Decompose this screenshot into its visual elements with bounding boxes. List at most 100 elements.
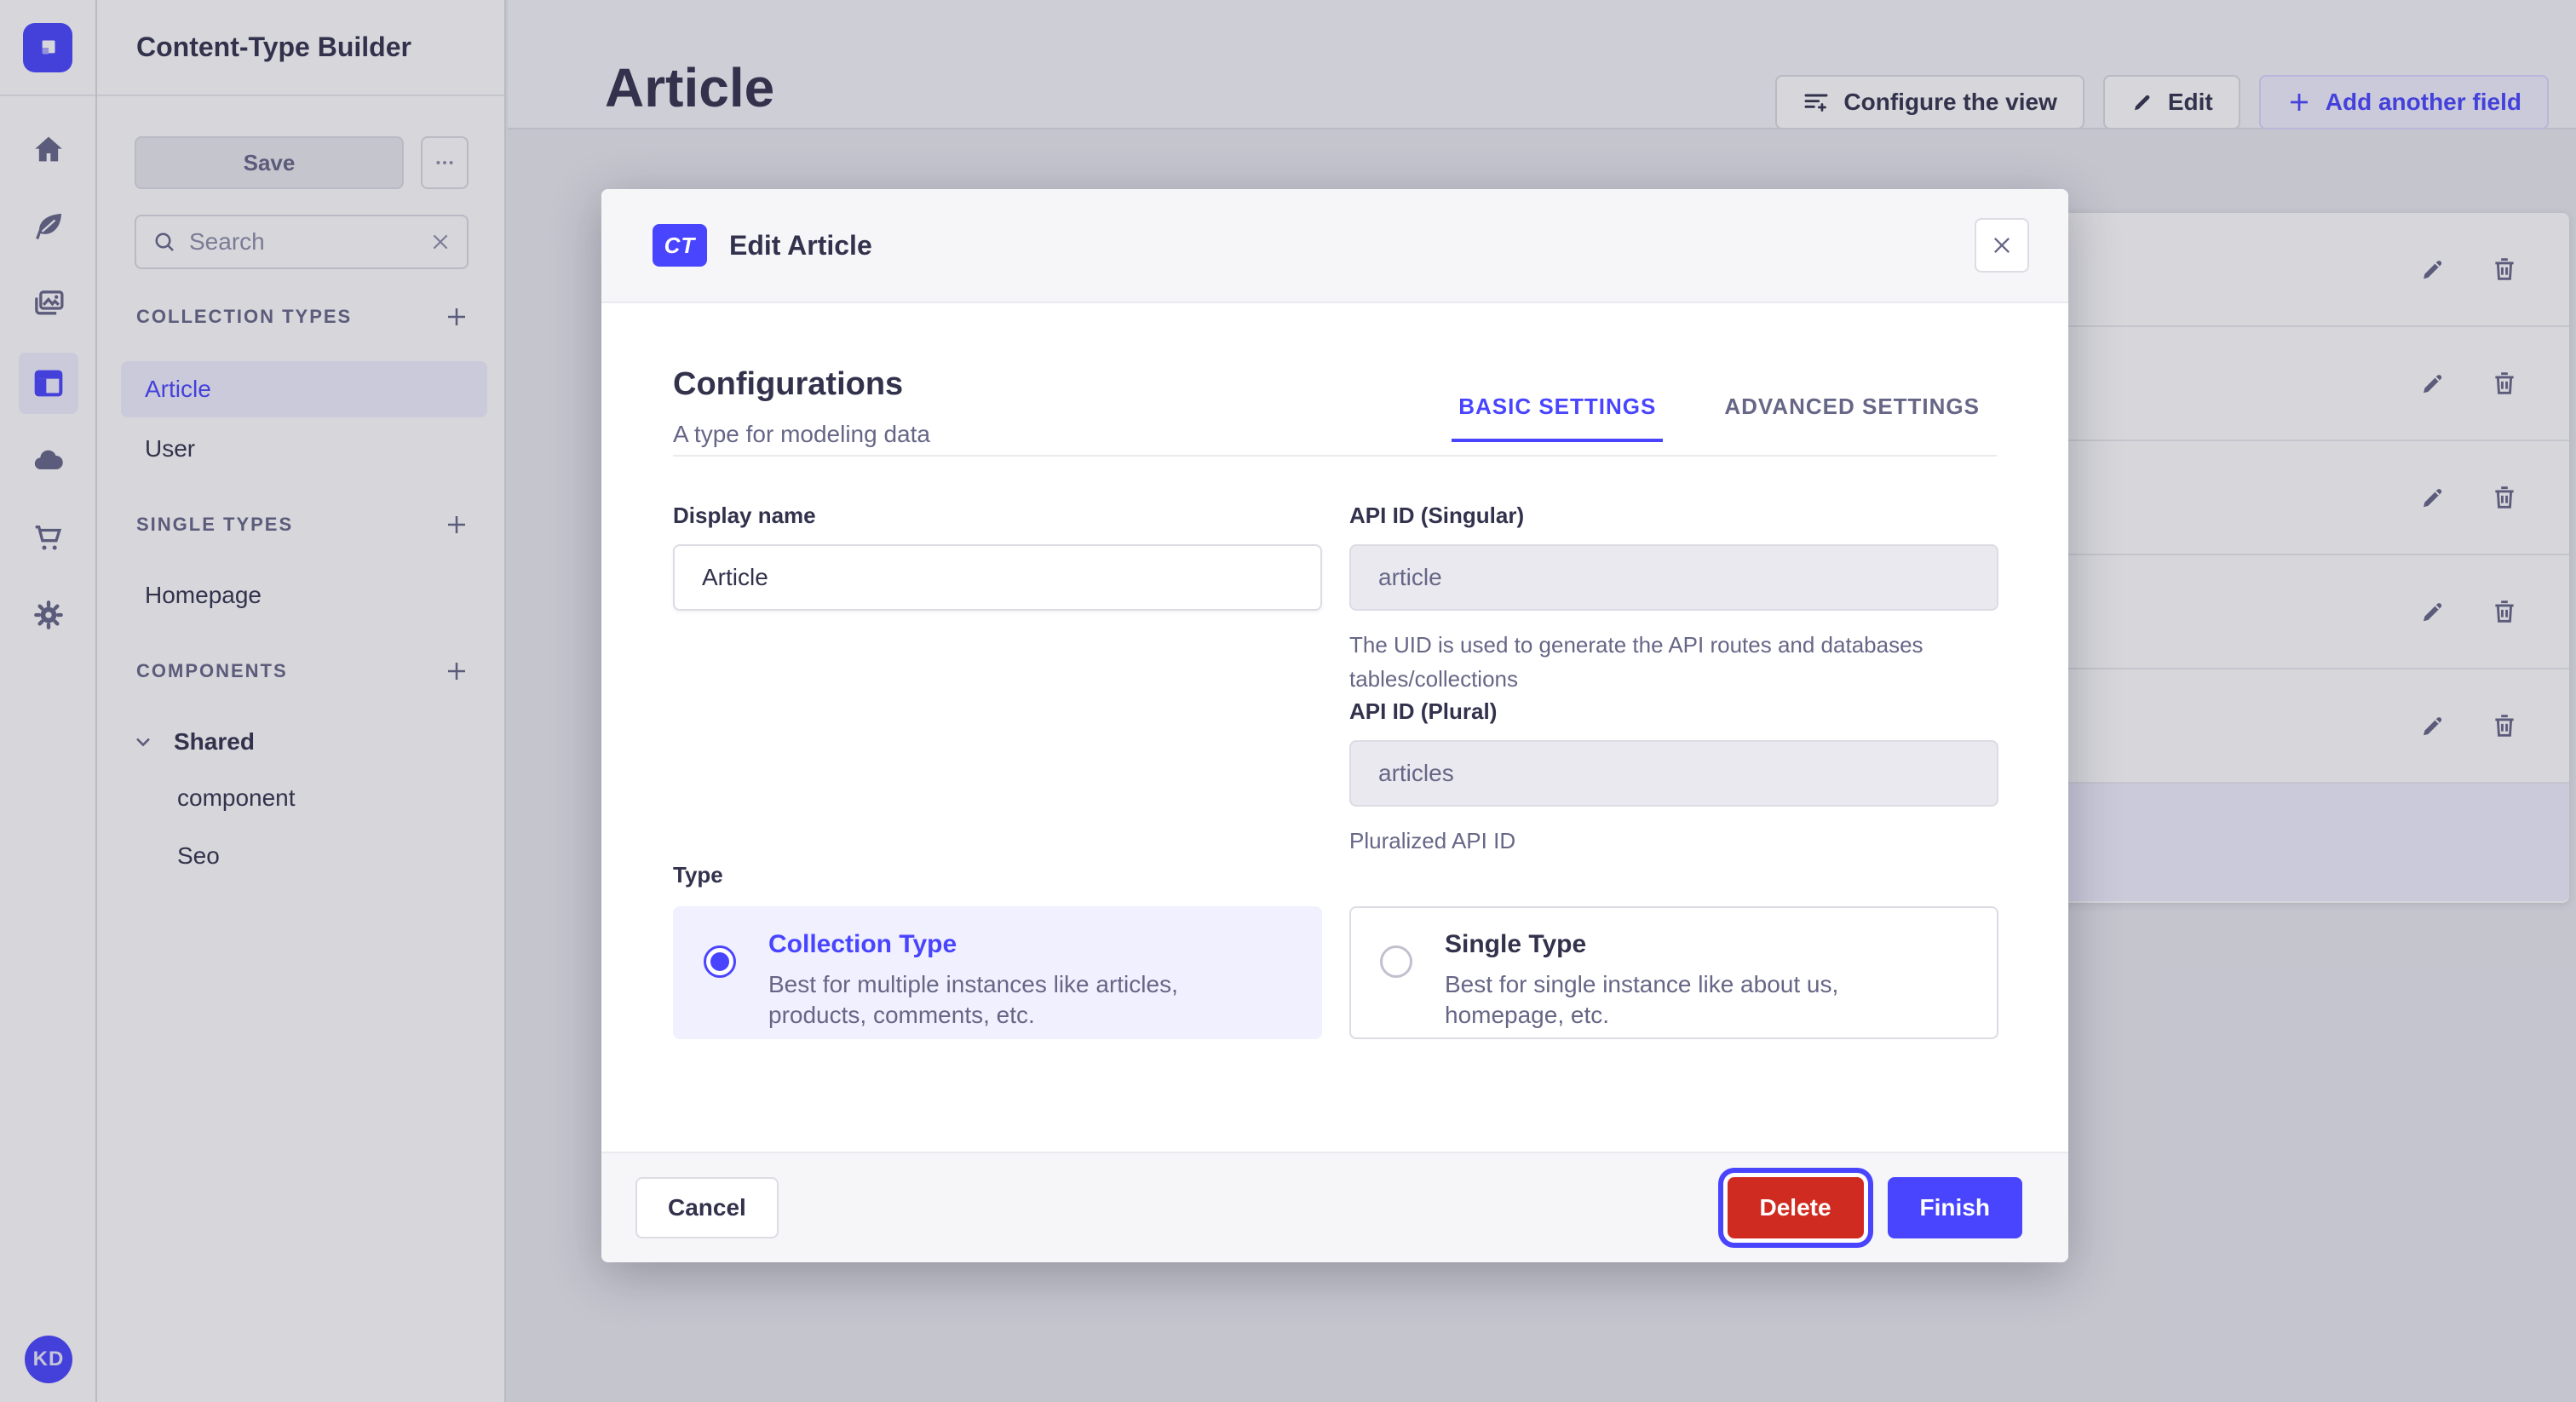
- more-options-button[interactable]: [421, 136, 469, 189]
- pencil-icon: [2424, 261, 2442, 279]
- chevron-down-icon: [136, 738, 150, 747]
- clear-search-icon[interactable]: [429, 231, 451, 253]
- row-edit-button[interactable]: [2416, 480, 2450, 514]
- content-type-builder-icon[interactable]: [19, 353, 78, 414]
- sidebar-item-article[interactable]: Article: [121, 361, 487, 417]
- settings-icon[interactable]: [19, 584, 78, 646]
- media-library-icon[interactable]: [19, 273, 78, 335]
- save-button[interactable]: Save: [135, 136, 404, 189]
- shared-group-label: Shared: [174, 728, 255, 755]
- radio-dot: [710, 952, 729, 971]
- sidebar-group-shared[interactable]: Shared: [131, 714, 255, 770]
- row-delete-button[interactable]: [2487, 366, 2521, 400]
- pencil-icon: [2134, 95, 2150, 111]
- api-id-singular-hint: The UID is used to generate the API rout…: [1349, 632, 1923, 692]
- api-id-plural-label: API ID (Plural): [1349, 698, 1498, 724]
- close-button[interactable]: [1975, 218, 2029, 273]
- single-types-label: SINGLE TYPES: [136, 514, 294, 535]
- collection-types-label: COLLECTION TYPES: [136, 306, 353, 327]
- tab-advanced-settings[interactable]: ADVANCED SETTINGS: [1717, 394, 1987, 440]
- strapi-logo[interactable]: [23, 22, 72, 72]
- collection-type-title: Collection Type: [768, 930, 957, 958]
- add-another-field-label: Add another field: [2325, 89, 2521, 115]
- row-delete-button[interactable]: [2487, 595, 2521, 629]
- sidebar-item-component[interactable]: component: [177, 784, 296, 811]
- display-name-input[interactable]: [673, 544, 1322, 611]
- display-name-label: Display name: [673, 503, 816, 528]
- toolbar: Configure the view Edit Add another fiel…: [1775, 75, 2549, 129]
- row-delete-button[interactable]: [2487, 252, 2521, 286]
- components-section-header: COMPONENTS: [136, 658, 470, 685]
- page-title: Article: [605, 57, 775, 118]
- subnav-title: Content-Type Builder: [136, 32, 411, 62]
- api-id-plural-field: API ID (Plural) Pluralized API ID: [1349, 698, 1998, 858]
- content-type-builder-subnav: Content-Type Builder Save COLLECTION TYP…: [97, 0, 506, 1402]
- cloud-icon[interactable]: [19, 430, 78, 491]
- components-label: COMPONENTS: [136, 660, 288, 681]
- add-collection-type-button[interactable]: [443, 303, 470, 330]
- add-single-type-button[interactable]: [443, 511, 470, 538]
- add-component-button[interactable]: [443, 658, 470, 685]
- api-id-singular-label: API ID (Singular): [1349, 503, 1525, 528]
- api-id-plural-input: [1349, 740, 1998, 807]
- pencil-icon: [2424, 717, 2442, 736]
- close-icon: [1994, 238, 2010, 253]
- single-type-description: Best for single instance like about us, …: [1445, 971, 1839, 1028]
- modal-heading: Configurations: [673, 366, 904, 402]
- collection-types-section-header: COLLECTION TYPES: [136, 303, 470, 330]
- cancel-button[interactable]: Cancel: [635, 1177, 779, 1238]
- radio-collection-type[interactable]: [704, 945, 736, 978]
- row-edit-button[interactable]: [2416, 366, 2450, 400]
- avatar[interactable]: KD: [25, 1336, 72, 1383]
- table-row: [1951, 669, 2569, 784]
- ellipsis-icon: [436, 161, 453, 164]
- table-row: [1951, 441, 2569, 555]
- sidebar-item-homepage[interactable]: Homepage: [145, 582, 262, 608]
- row-delete-button[interactable]: [2487, 480, 2521, 514]
- trash-icon: [2495, 258, 2514, 280]
- content-type-badge: CT: [653, 224, 707, 267]
- page-header: Article Configure the view Edit Add anot…: [508, 0, 2576, 129]
- content-manager-icon[interactable]: [19, 196, 78, 257]
- configure-view-button[interactable]: Configure the view: [1775, 75, 2084, 129]
- radio-single-type[interactable]: [1380, 945, 1412, 978]
- modal-subheading: A type for modeling data: [673, 421, 930, 447]
- plus-icon: [2290, 94, 2308, 111]
- add-another-field-button[interactable]: Add another field: [2258, 75, 2549, 129]
- edit-label: Edit: [2167, 89, 2213, 115]
- row-delete-button[interactable]: [2487, 709, 2521, 743]
- row-edit-button[interactable]: [2416, 252, 2450, 286]
- edit-article-modal: CT Edit Article Configurations A type fo…: [601, 189, 2068, 1262]
- search-box: [135, 215, 469, 269]
- search-input[interactable]: [189, 228, 417, 256]
- finish-button[interactable]: Finish: [1887, 1177, 2022, 1238]
- collection-type-description: Best for multiple instances like article…: [768, 971, 1178, 1028]
- pencil-icon: [2424, 489, 2442, 508]
- search-icon: [155, 233, 174, 251]
- trash-icon: [2495, 486, 2514, 509]
- save-row: Save: [135, 136, 469, 189]
- trash-icon: [2495, 600, 2514, 623]
- collection-type-option[interactable]: Collection Type Best for multiple instan…: [673, 906, 1322, 1039]
- single-types-section-header: SINGLE TYPES: [136, 511, 470, 538]
- row-edit-button[interactable]: [2416, 595, 2450, 629]
- modal-title: Edit Article: [729, 229, 872, 261]
- tab-basic-settings[interactable]: BASIC SETTINGS: [1452, 394, 1664, 442]
- edit-button[interactable]: Edit: [2102, 75, 2240, 129]
- home-icon[interactable]: [19, 119, 78, 181]
- delete-button[interactable]: Delete: [1727, 1177, 1864, 1238]
- single-type-option[interactable]: Single Type Best for single instance lik…: [1349, 906, 1998, 1039]
- table-row: [1951, 213, 2569, 327]
- logo-area: [0, 0, 95, 96]
- row-edit-button[interactable]: [2416, 709, 2450, 743]
- sidebar-item-user[interactable]: User: [145, 435, 196, 462]
- pencil-icon: [2424, 375, 2442, 394]
- plus-icon: [448, 308, 465, 325]
- pencil-icon: [2424, 603, 2442, 622]
- trash-icon: [2495, 372, 2514, 394]
- sidebar-item-seo[interactable]: Seo: [177, 842, 220, 869]
- configure-icon: [1804, 94, 1828, 112]
- api-id-plural-hint: Pluralized API ID: [1349, 828, 1516, 853]
- settings-tabs: BASIC SETTINGS ADVANCED SETTINGS: [1452, 394, 1987, 442]
- marketplace-icon[interactable]: [19, 508, 78, 569]
